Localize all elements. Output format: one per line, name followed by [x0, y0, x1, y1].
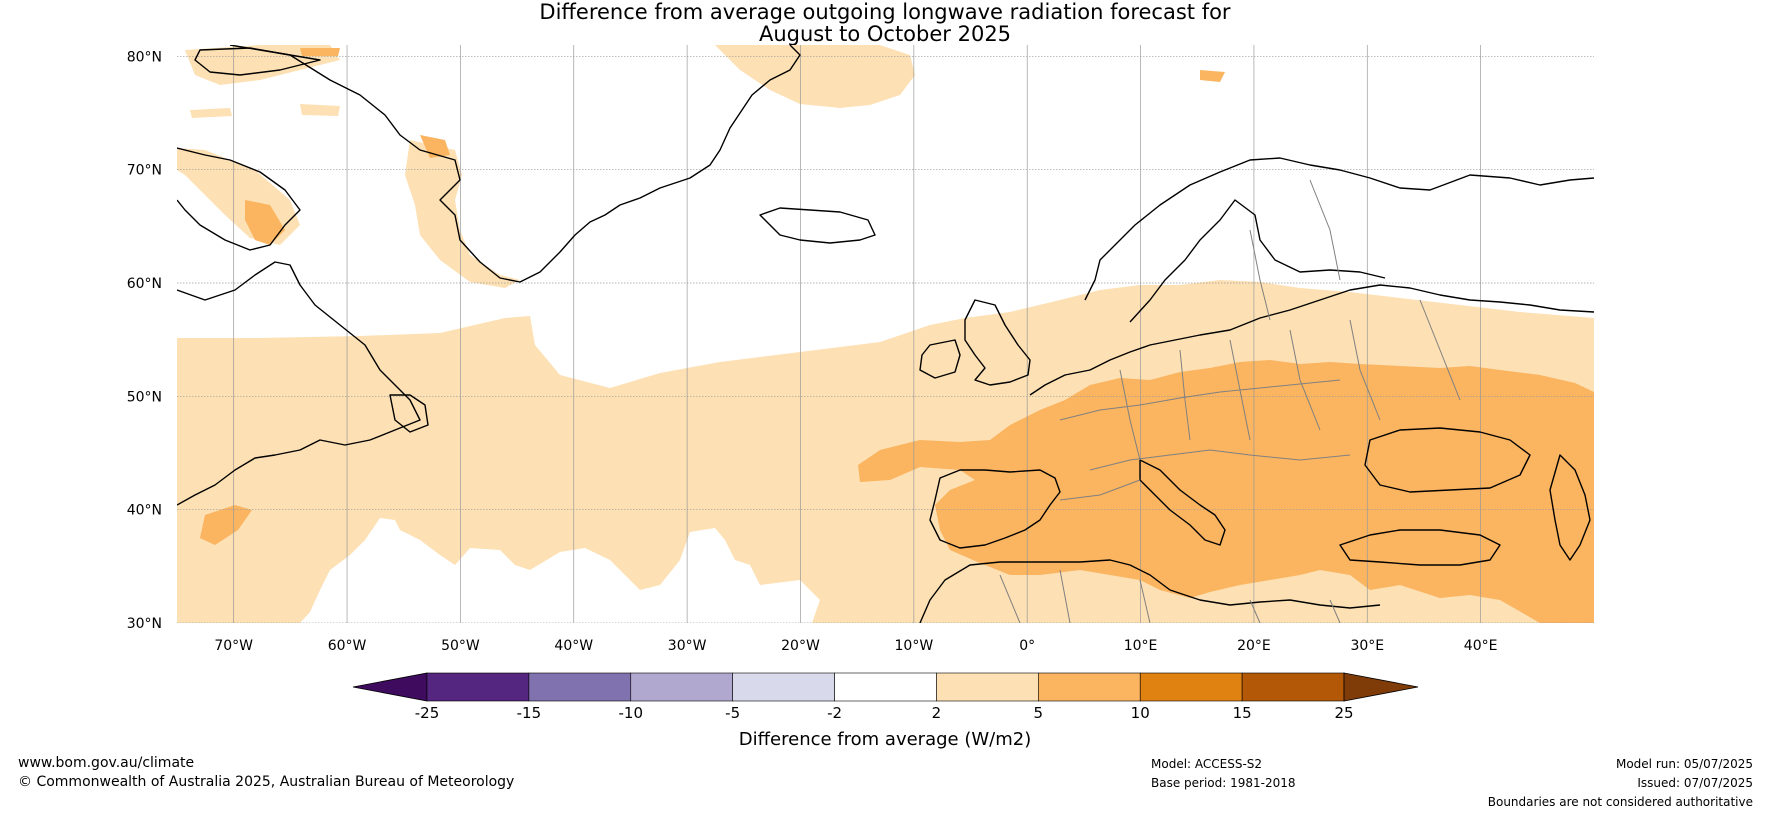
coastline-black-sea	[1364, 427, 1531, 493]
colorbar-segment	[834, 672, 937, 702]
footer-copyright: © Commonwealth of Australia 2025, Austra…	[18, 774, 515, 790]
colorbar-segment	[528, 672, 632, 702]
anomaly-region-5-10-atlantic	[200, 505, 252, 545]
lon-label: 40°W	[554, 638, 593, 654]
footer-issued: Issued: 07/07/2025	[1637, 776, 1753, 790]
colorbar-title: Difference from average (W/m2)	[739, 729, 1031, 750]
country-borders	[999, 179, 1461, 623]
coastline-baffin	[177, 147, 301, 251]
lat-label: 40°N	[127, 503, 162, 519]
coastline-iberia	[929, 469, 1061, 549]
map-panel	[177, 45, 1594, 623]
lon-label: 70°W	[214, 638, 253, 654]
coastline-ellesmere	[194, 47, 321, 76]
border-lines-europe	[1059, 179, 1461, 501]
colorbar-tick-label: -10	[619, 704, 644, 722]
coastline-caspian	[1549, 454, 1591, 561]
lon-label: 0°	[1019, 638, 1035, 654]
colorbar-extend-low	[352, 672, 428, 702]
coastlines	[177, 45, 1594, 623]
lat-label: 60°N	[127, 276, 162, 292]
coastline-scandinavia	[1084, 157, 1594, 301]
coastline-iceland	[759, 207, 876, 244]
coastline-italy	[1139, 459, 1226, 546]
colorbar: -25 -15 -10 -5 -2 2 5 10 15 25 Difference from av…	[352, 672, 1419, 750]
lon-label: 30°E	[1350, 638, 1384, 654]
colorbar-segment	[936, 672, 1039, 702]
lon-label: 10°E	[1124, 638, 1158, 654]
coastline-turkey	[1339, 529, 1501, 566]
colorbar-segment	[1241, 672, 1345, 702]
colorbar-tick-label: -5	[725, 704, 740, 722]
coastline-sweden-finland	[1129, 199, 1386, 323]
colorbar-tick-label: 15	[1233, 704, 1252, 722]
lon-label: 20°E	[1237, 638, 1271, 654]
coastline-north-africa	[919, 559, 1381, 623]
colorbar-extend-high	[1343, 672, 1419, 702]
lon-label: 40°E	[1464, 638, 1498, 654]
lat-label: 30°N	[127, 616, 162, 632]
colorbar-tick-label: -25	[415, 704, 440, 722]
gridlines	[177, 45, 1594, 623]
colorbar-segment	[1038, 672, 1141, 702]
coastline-britain	[964, 299, 1031, 386]
lat-label: 70°N	[127, 163, 162, 179]
lon-label: 20°W	[781, 638, 820, 654]
coastline-europe	[1029, 284, 1594, 396]
lon-label: 60°W	[328, 638, 367, 654]
anomaly-region-2-5-small-1	[190, 108, 232, 118]
lon-label: 10°W	[895, 638, 934, 654]
colorbar-segment	[1139, 672, 1243, 702]
colorbar-segment	[732, 672, 835, 702]
footer-url[interactable]: www.bom.gov.au/climate	[18, 755, 195, 771]
footer-model-run: Model run: 05/07/2025	[1615, 757, 1753, 771]
anomaly-region-2-5-small-2	[300, 104, 340, 116]
colorbar-tick-label: 25	[1334, 704, 1353, 722]
longitude-labels: 70°W 60°W 50°W 40°W 30°W 20°W 10°W 0° 10°E 20°E 30…	[214, 638, 1497, 654]
lon-label: 50°W	[441, 638, 480, 654]
colorbar-tick-label: 2	[932, 704, 942, 722]
coastline-ireland	[919, 339, 961, 379]
latitude-labels: 80°N 70°N 60°N 50°N 40°N 30°N	[127, 49, 162, 632]
anomaly-region-2-5-greenland-sw	[405, 140, 520, 288]
chart-title-line-2: August to October 2025	[758, 22, 1012, 46]
coastline-newfoundland	[389, 394, 429, 433]
colorbar-tick-label: 10	[1131, 704, 1150, 722]
lat-label: 80°N	[127, 49, 162, 65]
anomaly-region-5-10-europe	[858, 360, 1594, 623]
border-lines-africa	[999, 569, 1341, 623]
coastline-greenland	[229, 45, 801, 283]
footer-disclaimer: Boundaries are not considered authoritat…	[1487, 795, 1753, 809]
lon-label: 30°W	[668, 638, 707, 654]
footer-model: Model: ACCESS-S2	[1151, 757, 1263, 771]
coastline-labrador	[177, 261, 421, 506]
anomaly-region-5-10-arctic-1	[245, 200, 285, 245]
anomaly-region-2-5-baffin	[185, 45, 340, 85]
colorbar-segment	[630, 672, 733, 702]
lat-label: 50°N	[127, 389, 162, 405]
chart-title-line-1: Difference from average outgoing longwav…	[539, 0, 1231, 24]
footer-base-period: Base period: 1981-2018	[1151, 776, 1296, 790]
colorbar-segment	[426, 672, 530, 702]
anomaly-region-5-10-arctic-3	[1200, 70, 1225, 82]
colorbar-tick-label: -15	[517, 704, 542, 722]
anomaly-region-2-5-greenland-east	[715, 45, 915, 108]
colorbar-tick-label: 5	[1034, 704, 1044, 722]
anomaly-region-5-10-arctic-4	[300, 48, 340, 56]
colorbar-tick-label: -2	[827, 704, 842, 722]
